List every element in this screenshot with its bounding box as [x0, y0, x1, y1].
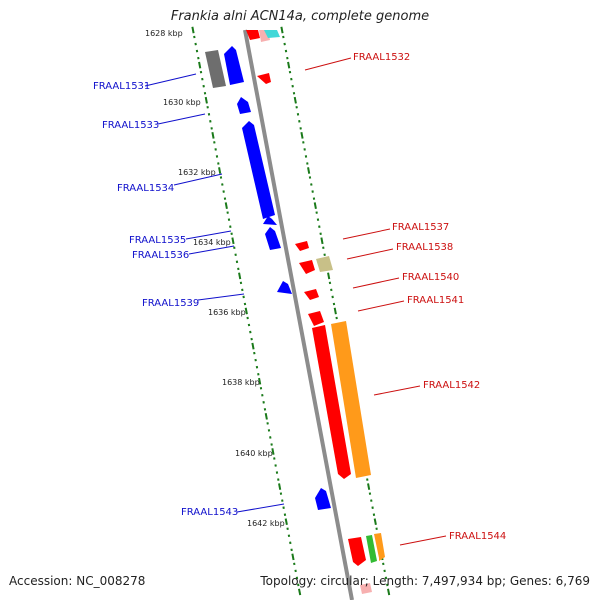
- reverse-labels: FRAAL1531 FRAAL1533 FRAAL1534 FRAAL1535 …: [93, 73, 285, 518]
- gene-fraal1538-red[interactable]: [299, 260, 315, 274]
- major-tick: [298, 588, 302, 596]
- major-tick: [387, 588, 391, 596]
- label-fraal1535[interactable]: FRAAL1535: [129, 235, 186, 246]
- label-fraal1543[interactable]: FRAAL1543: [181, 507, 238, 518]
- major-tick: [264, 413, 268, 420]
- major-tick: [367, 483, 371, 490]
- label-fraal1537[interactable]: FRAAL1537: [392, 222, 449, 233]
- major-tick: [258, 377, 262, 385]
- gene-fraal1543[interactable]: [315, 488, 331, 510]
- major-tick: [271, 448, 275, 455]
- major-tick: [218, 167, 222, 174]
- major-tick: [327, 272, 331, 280]
- gene-fraal1538[interactable]: [316, 256, 333, 272]
- gene-fraal1541-long[interactable]: [312, 325, 351, 479]
- kbp-mark-1636: 1636 kbp: [208, 308, 246, 317]
- kbp-mark-1630: 1630 kbp: [163, 98, 201, 107]
- major-tick: [320, 237, 324, 245]
- major-tick: [204, 96, 208, 104]
- major-tick: [284, 518, 288, 526]
- major-tick: [293, 96, 297, 104]
- major-tick: [191, 26, 195, 34]
- kbp-mark-1634: 1634 kbp: [193, 238, 231, 247]
- gene-fraal1536[interactable]: [265, 227, 281, 250]
- major-tick: [244, 307, 248, 315]
- major-tick: [278, 483, 282, 490]
- kbp-mark-1638: 1638 kbp: [222, 378, 260, 387]
- major-tick: [198, 61, 202, 69]
- gene-fraal1534[interactable]: [242, 121, 275, 219]
- red-fragment-top[interactable]: [246, 30, 260, 40]
- reverse-tick-rail: [191, 26, 302, 596]
- major-tick: [231, 237, 235, 245]
- gene-fraal1544-green[interactable]: [366, 535, 377, 563]
- label-fraal1538[interactable]: FRAAL1538: [396, 242, 453, 253]
- gene-fraal1535[interactable]: [263, 216, 277, 225]
- kbp-mark-1642: 1642 kbp: [247, 519, 285, 528]
- gene-fraal1531[interactable]: [224, 46, 244, 85]
- major-tick: [373, 518, 377, 526]
- label-fraal1542[interactable]: FRAAL1542: [423, 380, 480, 391]
- gene-fraal1540[interactable]: [304, 289, 319, 300]
- forward-labels: FRAAL1532 FRAAL1537 FRAAL1538 FRAAL1540 …: [304, 52, 506, 546]
- label-fraal1533[interactable]: FRAAL1533: [102, 120, 159, 131]
- major-tick: [291, 553, 295, 561]
- major-tick: [224, 202, 228, 209]
- gene-fraal1539[interactable]: [277, 281, 292, 294]
- gene-fraal1544[interactable]: [374, 533, 385, 561]
- label-fraal1544[interactable]: FRAAL1544: [449, 531, 506, 542]
- gene-fraal1533[interactable]: [237, 97, 251, 114]
- label-fraal1534[interactable]: FRAAL1534: [117, 183, 174, 194]
- label-fraal1540[interactable]: FRAAL1540: [402, 272, 459, 283]
- major-tick: [300, 132, 304, 139]
- label-fraal1541[interactable]: FRAAL1541: [407, 295, 464, 306]
- major-tick: [307, 167, 311, 174]
- pink-fragment-bottom[interactable]: [360, 583, 372, 594]
- major-tick: [280, 26, 284, 34]
- label-fraal1536[interactable]: FRAAL1536: [132, 250, 189, 261]
- label-fraal1532[interactable]: FRAAL1532: [353, 52, 410, 63]
- major-tick: [211, 132, 215, 139]
- cyan-feature-top[interactable]: [264, 30, 280, 38]
- gene-fraal1532[interactable]: [257, 73, 271, 84]
- label-fraal1531[interactable]: FRAAL1531: [93, 81, 150, 92]
- label-fraal1539[interactable]: FRAAL1539: [142, 298, 199, 309]
- major-tick: [287, 61, 291, 69]
- accession-text: Accession: NC_008278: [9, 574, 146, 588]
- kbp-mark-1640: 1640 kbp: [235, 449, 273, 458]
- gene-fraal1537[interactable]: [295, 241, 309, 251]
- gene-fraal1544-red[interactable]: [348, 537, 366, 566]
- major-tick: [251, 342, 255, 350]
- gene-fraal1542[interactable]: [331, 321, 371, 478]
- genome-backbone: [243, 29, 354, 600]
- kbp-mark-1628: 1628 kbp: [145, 29, 183, 38]
- major-tick: [313, 202, 317, 209]
- gene-fraal1541[interactable]: [308, 311, 324, 326]
- gene-fraal1531-gray[interactable]: [205, 50, 226, 88]
- summary-text: Topology: circular; Length: 7,497,934 bp…: [260, 574, 590, 588]
- major-tick: [333, 307, 337, 315]
- kbp-mark-1632: 1632 kbp: [178, 168, 216, 177]
- map-title: Frankia alni ACN14a, complete genome: [170, 9, 430, 24]
- major-tick: [238, 272, 242, 280]
